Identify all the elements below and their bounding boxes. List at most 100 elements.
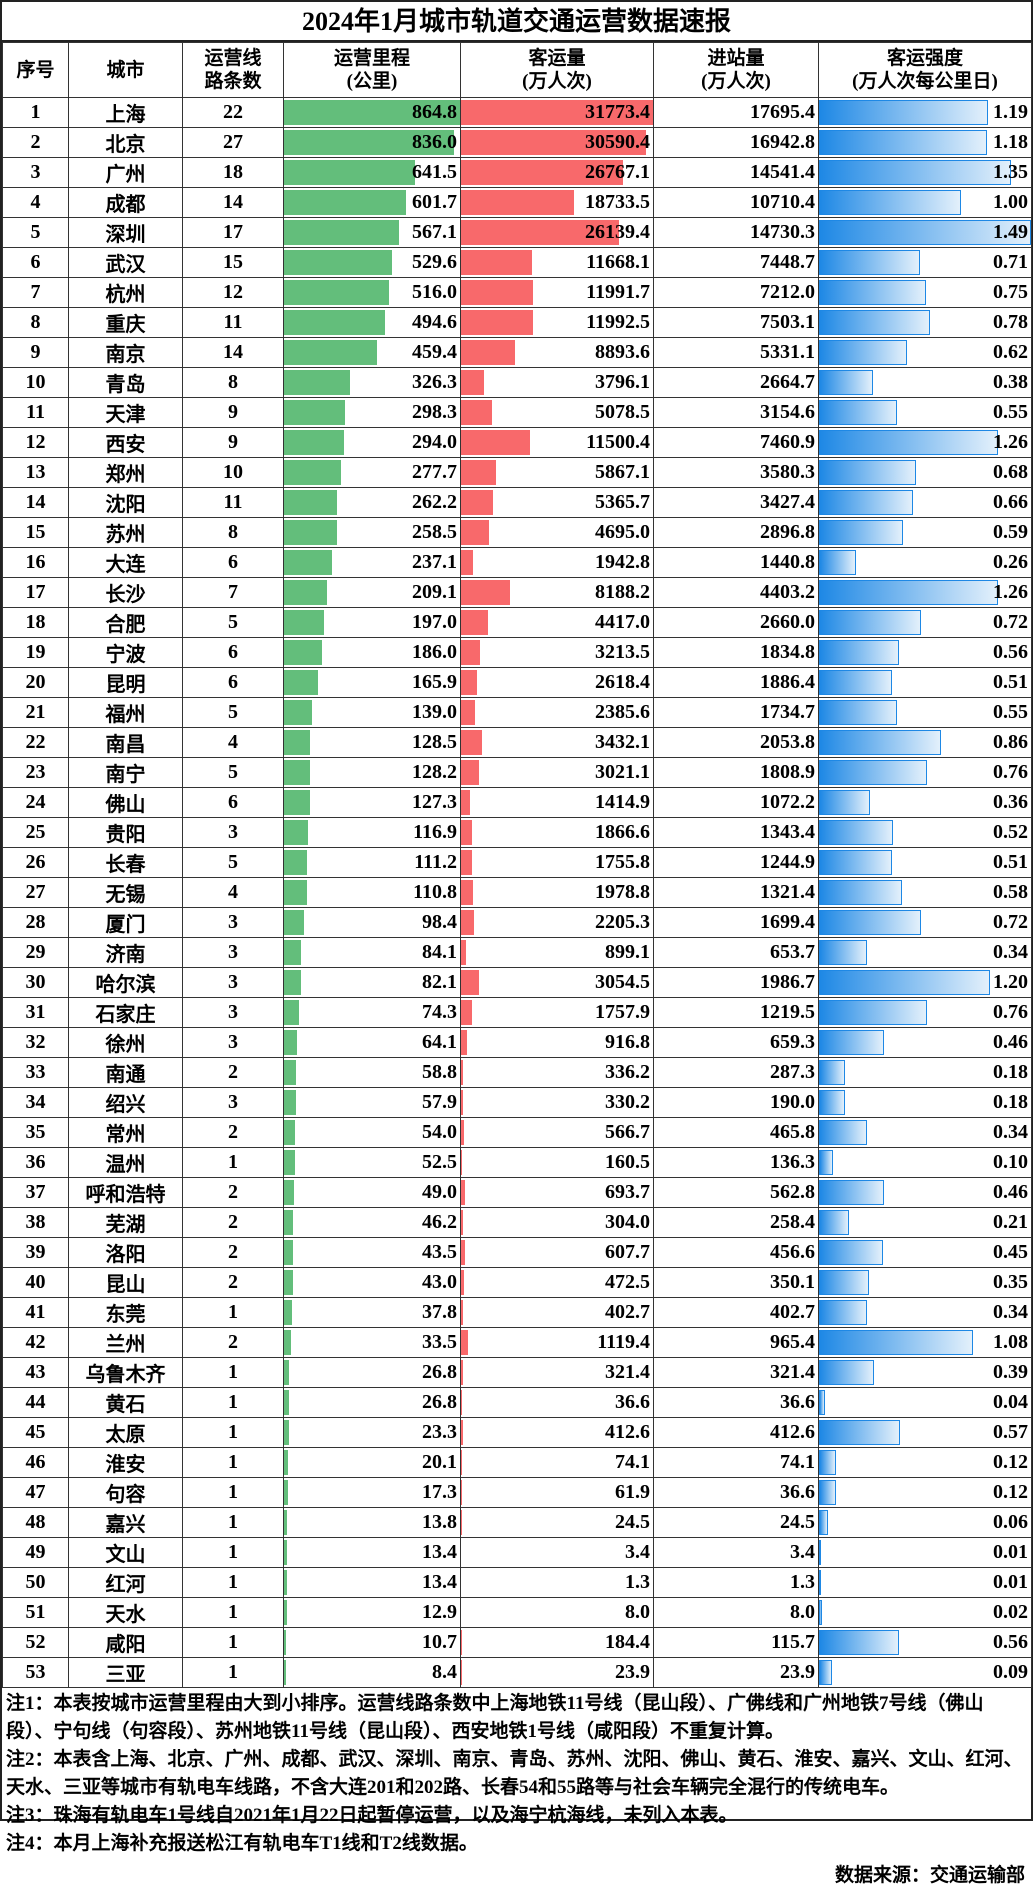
cell-value: 南昌	[106, 734, 146, 756]
cell-value: 昆山	[106, 1274, 146, 1296]
col-index-cell: 17	[3, 578, 69, 608]
cell-value: 31	[26, 1001, 46, 1023]
cell-value: 14	[26, 491, 46, 513]
col-city-cell: 兰州	[69, 1328, 183, 1358]
cell-value: 17695.4	[750, 101, 815, 123]
data-bar	[819, 1330, 973, 1355]
data-bar	[819, 820, 893, 845]
col-entries-cell: 115.7	[654, 1628, 819, 1658]
cell-value: 5331.1	[760, 341, 815, 363]
cell-value: 2	[228, 1211, 238, 1233]
cell-value: 11991.7	[586, 281, 650, 303]
col-entries-cell: 412.6	[654, 1418, 819, 1448]
cell-value: 47	[26, 1481, 46, 1503]
cell-value: 合肥	[106, 614, 146, 636]
cell-value: 8.0	[790, 1601, 815, 1623]
cell-value: 1.19	[993, 101, 1028, 123]
cell-value: 258.5	[412, 521, 457, 543]
cell-value: 0.01	[993, 1541, 1028, 1563]
col-intensity-cell: 0.35	[819, 1268, 1032, 1298]
cell-value: 5	[31, 221, 41, 243]
data-bar	[461, 1360, 463, 1385]
col-city-cell: 大连	[69, 548, 183, 578]
cell-value: 46	[26, 1451, 46, 1473]
col-passengers-cell: 36.6	[461, 1388, 654, 1418]
col-city-cell: 上海	[69, 98, 183, 128]
col-intensity-cell: 0.72	[819, 908, 1032, 938]
data-bar	[461, 460, 496, 485]
cell-value: 304.0	[605, 1211, 650, 1233]
cell-value: 1	[228, 1421, 238, 1443]
data-bar	[461, 1630, 462, 1655]
cell-value: 50	[26, 1571, 46, 1593]
col-city-cell: 长沙	[69, 578, 183, 608]
cell-value: 郑州	[106, 464, 146, 486]
cell-value: 74.1	[780, 1451, 815, 1473]
col-lines-cell: 5	[183, 698, 284, 728]
report-title: 2024年1月城市轨道交通运营数据速报	[2, 2, 1031, 42]
col-passengers-cell: 8.0	[461, 1598, 654, 1628]
cell-value: 15	[223, 251, 243, 273]
cell-value: 116.9	[413, 821, 457, 843]
col-intensity-cell: 0.57	[819, 1418, 1032, 1448]
col-intensity-cell: 0.12	[819, 1478, 1032, 1508]
col-entries-cell: 23.9	[654, 1658, 819, 1688]
cell-value: 402.7	[605, 1301, 650, 1323]
col-entries-cell: 562.8	[654, 1178, 819, 1208]
col-index-cell: 49	[3, 1538, 69, 1568]
col-lines-cell: 1	[183, 1568, 284, 1598]
col-intensity-cell: 0.66	[819, 488, 1032, 518]
col-index-cell: 20	[3, 668, 69, 698]
col-mileage-cell: 26.8	[284, 1358, 461, 1388]
col-index-cell: 9	[3, 338, 69, 368]
col-intensity-cell: 1.49	[819, 218, 1032, 248]
data-bar	[461, 280, 533, 305]
col-mileage-cell: 46.2	[284, 1208, 461, 1238]
col-lines-cell: 10	[183, 458, 284, 488]
cell-value: 36.6	[780, 1481, 815, 1503]
cell-value: 3796.1	[595, 371, 650, 393]
col-index-cell: 10	[3, 368, 69, 398]
col-entries-cell: 8.0	[654, 1598, 819, 1628]
cell-value: 653.7	[770, 941, 815, 963]
cell-value: 1	[228, 1391, 238, 1413]
data-bar	[819, 910, 921, 935]
col-lines-cell: 1	[183, 1628, 284, 1658]
cell-value: 3054.5	[595, 971, 650, 993]
data-bar	[819, 790, 870, 815]
cell-value: 上海	[106, 104, 146, 126]
col-mileage-cell: 197.0	[284, 608, 461, 638]
cell-value: 26139.4	[585, 221, 650, 243]
col-entries-cell: 659.3	[654, 1028, 819, 1058]
col-index-cell: 50	[3, 1568, 69, 1598]
col-intensity-cell: 0.18	[819, 1088, 1032, 1118]
col-passengers-cell: 1119.4	[461, 1328, 654, 1358]
cell-value: 11992.5	[586, 311, 650, 333]
cell-value: 37.8	[422, 1301, 457, 1323]
col-index-cell: 1	[3, 98, 69, 128]
data-bar	[284, 880, 307, 905]
cell-value: 30590.4	[585, 131, 650, 153]
cell-value: 南宁	[106, 764, 146, 786]
cell-value: 916.8	[605, 1031, 650, 1053]
col-intensity-cell: 0.51	[819, 848, 1032, 878]
col-mileage-cell: 494.6	[284, 308, 461, 338]
cell-value: 6	[228, 551, 238, 573]
col-passengers-cell: 2385.6	[461, 698, 654, 728]
col-passengers-cell: 23.9	[461, 1658, 654, 1688]
col-lines-cell: 7	[183, 578, 284, 608]
data-bar	[819, 1300, 867, 1325]
cell-value: 0.21	[993, 1211, 1028, 1233]
col-city-cell: 徐州	[69, 1028, 183, 1058]
cell-value: 1.18	[993, 131, 1028, 153]
data-bar	[819, 1600, 822, 1625]
data-bar	[461, 520, 489, 545]
cell-value: 1219.5	[760, 1001, 815, 1023]
col-mileage-cell: 52.5	[284, 1148, 461, 1178]
